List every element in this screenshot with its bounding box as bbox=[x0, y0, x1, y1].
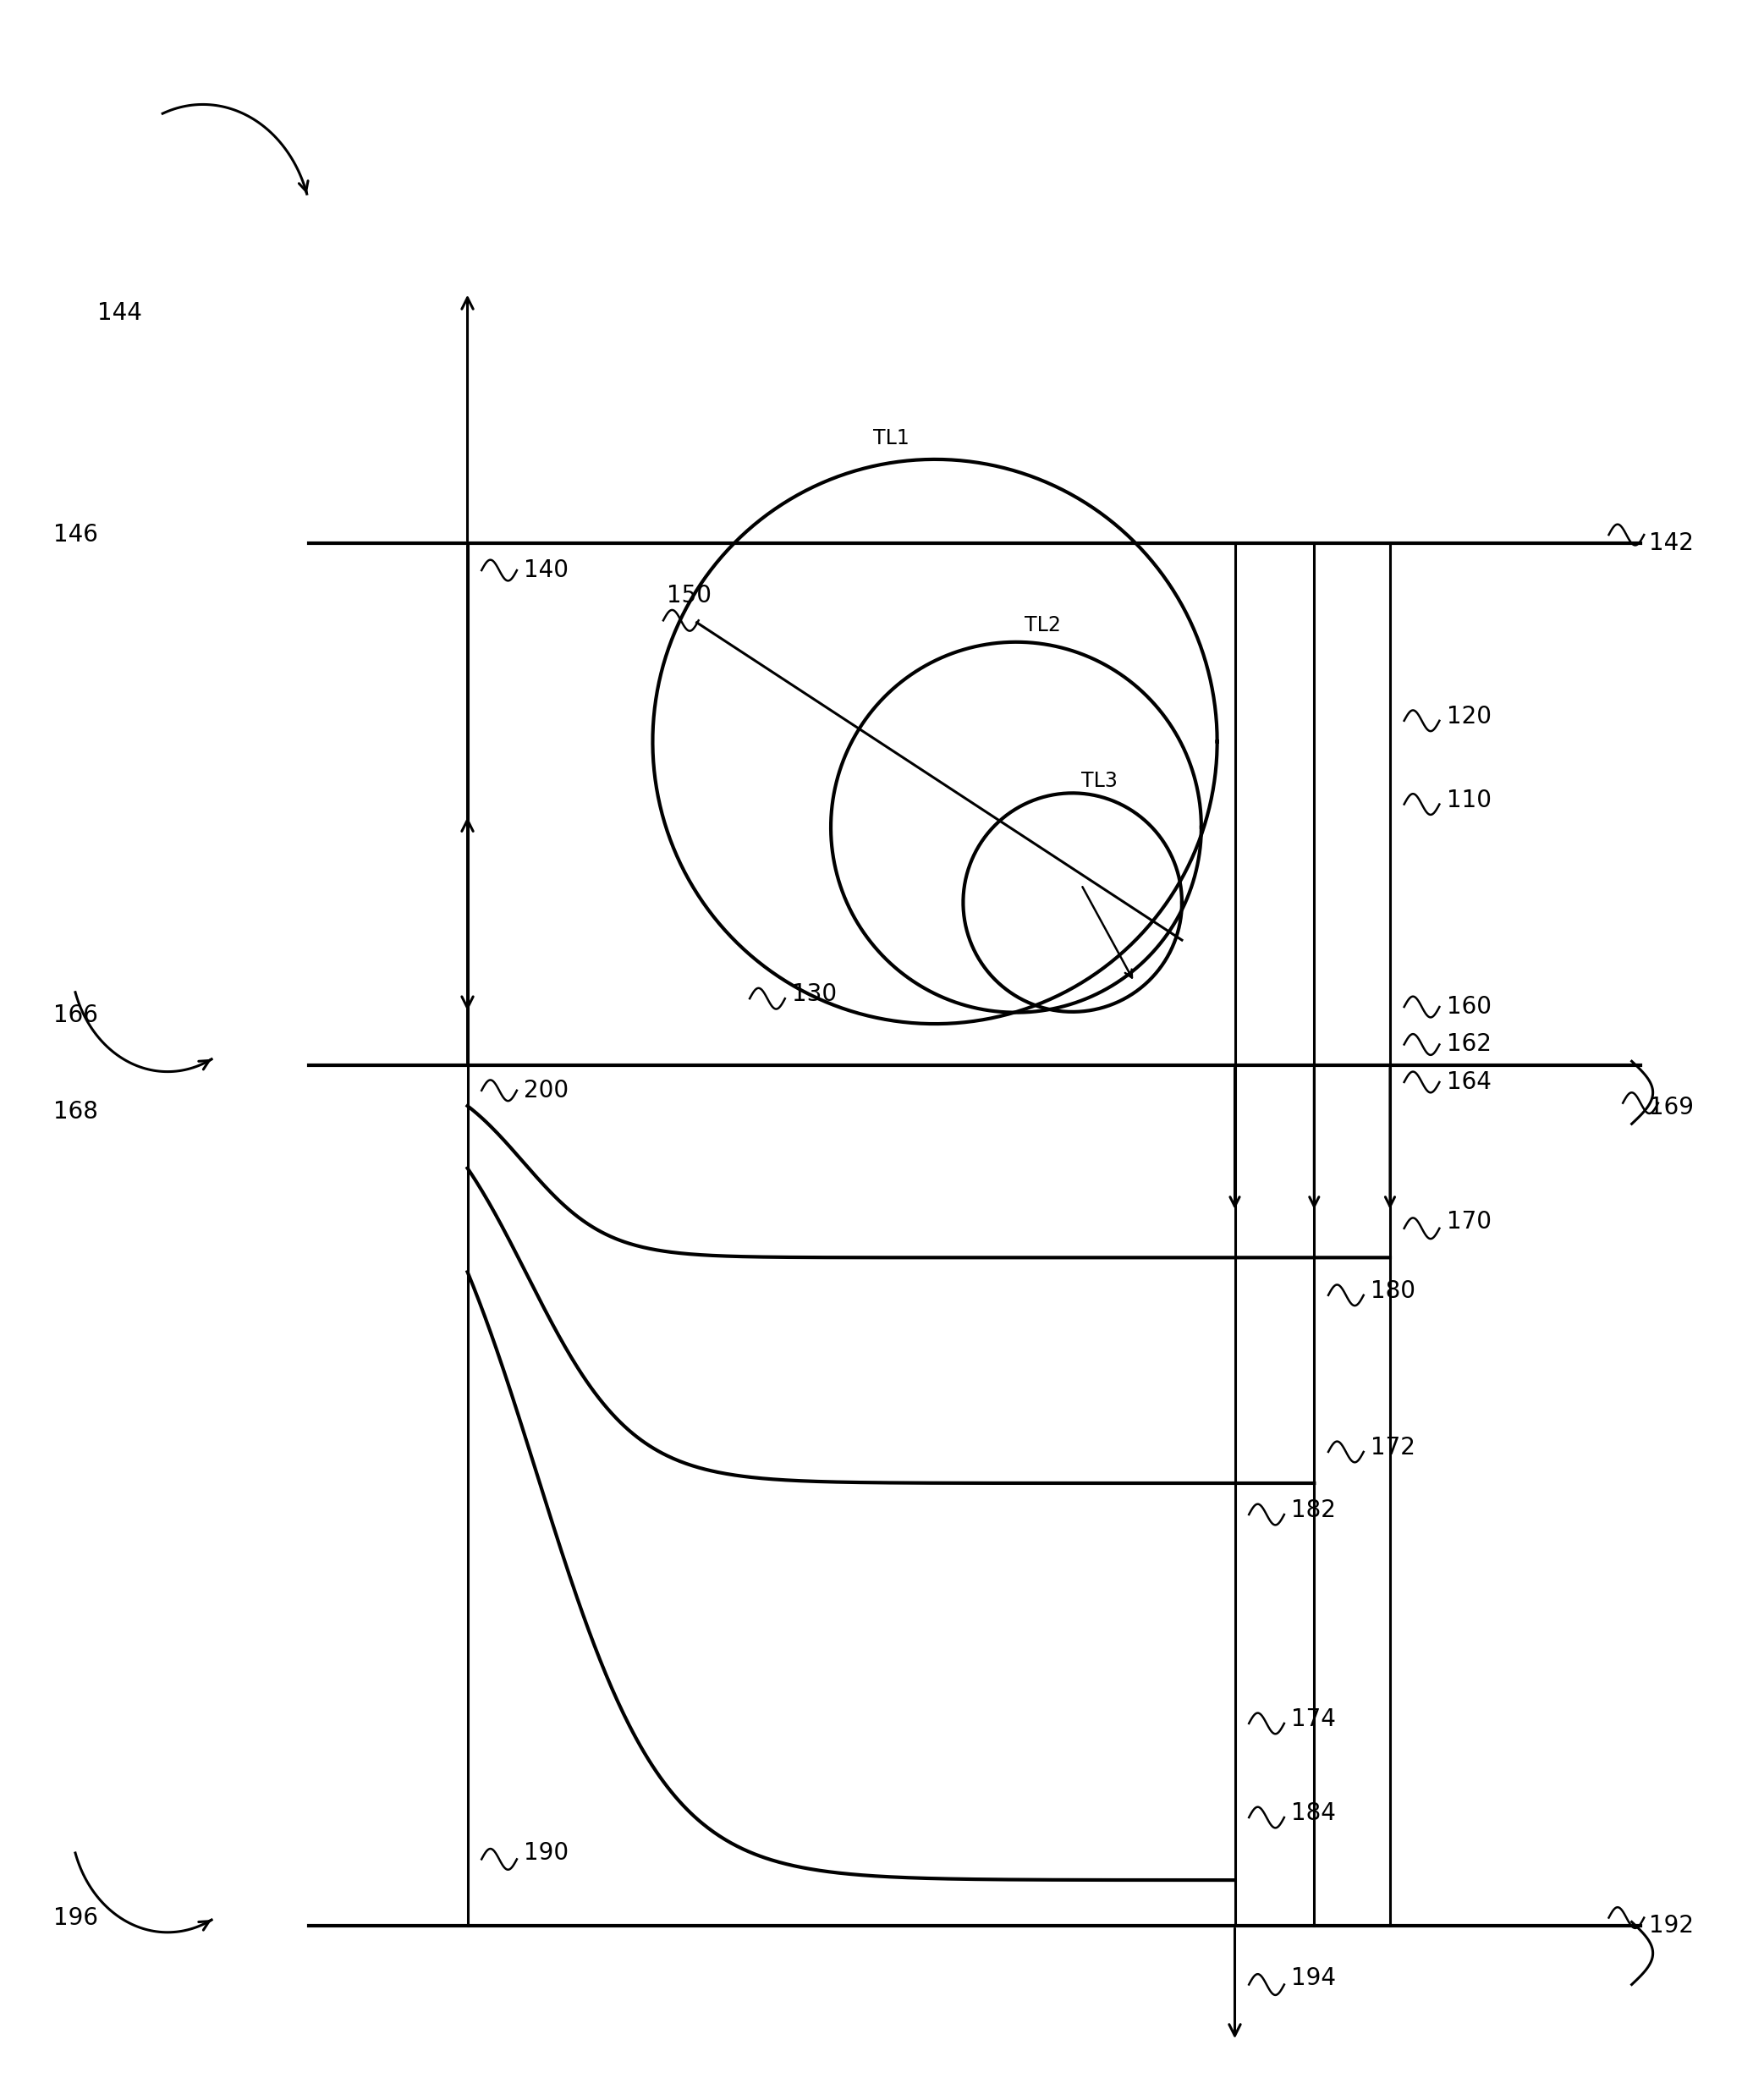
Text: 164: 164 bbox=[1446, 1070, 1491, 1095]
Text: TL2: TL2 bbox=[1025, 614, 1062, 635]
Text: 182: 182 bbox=[1291, 1498, 1335, 1523]
Text: 144: 144 bbox=[97, 301, 141, 326]
Text: 110: 110 bbox=[1446, 788, 1491, 813]
Text: 120: 120 bbox=[1446, 704, 1491, 729]
Text: 150: 150 bbox=[667, 583, 711, 608]
Text: 146: 146 bbox=[53, 522, 97, 547]
Text: 140: 140 bbox=[524, 558, 568, 583]
Text: 174: 174 bbox=[1291, 1707, 1335, 1732]
Text: 184: 184 bbox=[1291, 1801, 1335, 1826]
Text: TL3: TL3 bbox=[1081, 771, 1118, 792]
Text: 180: 180 bbox=[1371, 1278, 1415, 1304]
Text: 162: 162 bbox=[1446, 1032, 1491, 1057]
Text: 172: 172 bbox=[1371, 1435, 1415, 1460]
Text: 160: 160 bbox=[1446, 994, 1491, 1019]
Text: 170: 170 bbox=[1446, 1210, 1491, 1235]
Text: 169: 169 bbox=[1649, 1095, 1693, 1120]
Text: 196: 196 bbox=[53, 1905, 97, 1930]
Text: 200: 200 bbox=[524, 1078, 568, 1103]
Text: 168: 168 bbox=[53, 1099, 97, 1124]
Text: 166: 166 bbox=[53, 1003, 97, 1028]
Text: 194: 194 bbox=[1291, 1966, 1335, 1991]
Text: 130: 130 bbox=[792, 982, 836, 1007]
Text: 142: 142 bbox=[1649, 531, 1693, 556]
Text: 190: 190 bbox=[524, 1840, 568, 1865]
Text: TL1: TL1 bbox=[873, 428, 910, 449]
Text: 192: 192 bbox=[1649, 1914, 1693, 1939]
